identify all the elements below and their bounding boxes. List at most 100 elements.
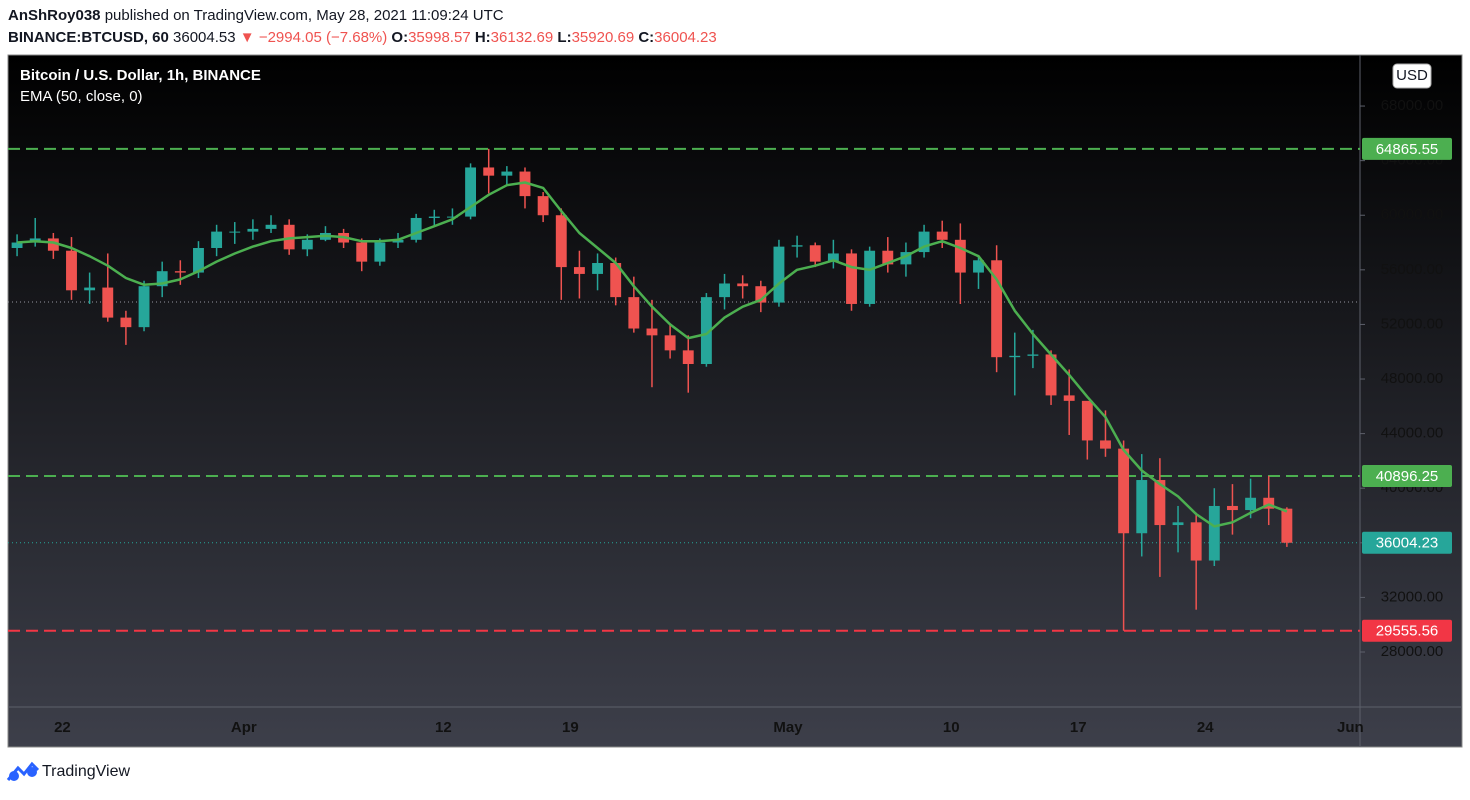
candle-body <box>301 239 313 250</box>
candle-body <box>1027 354 1039 356</box>
candle-body <box>1136 480 1148 534</box>
candle-body <box>791 245 803 247</box>
candle-body <box>283 224 295 250</box>
candle-body <box>501 171 513 176</box>
price-badge-label: 29555.56 <box>1376 623 1439 640</box>
candle-body <box>47 238 59 251</box>
candle-body <box>1245 497 1257 511</box>
candle-body <box>610 263 622 298</box>
x-tick-label: 22 <box>54 719 71 736</box>
candle-body <box>1263 497 1275 509</box>
candle-body <box>918 231 930 253</box>
candle-body <box>573 267 585 274</box>
candle-body <box>827 253 839 262</box>
y-tick-label: 48000.00 <box>1381 370 1444 387</box>
candle-body <box>211 231 223 248</box>
published: published on TradingView.com, May 28, 20… <box>105 7 504 24</box>
x-tick-label: May <box>773 719 803 736</box>
y-tick-label: 32000.00 <box>1381 588 1444 605</box>
y-tick-label: 60000.00 <box>1381 206 1444 223</box>
candle-body <box>773 246 785 303</box>
x-tick-label: 24 <box>1197 719 1214 736</box>
author: AnShRoy038 <box>8 7 101 24</box>
y-tick-label: 52000.00 <box>1381 315 1444 332</box>
candle-body <box>465 167 477 217</box>
candle-body <box>410 217 422 240</box>
y-tick-label: 28000.00 <box>1381 643 1444 660</box>
tradingview-logo <box>6 761 40 781</box>
x-tick-label: 12 <box>435 719 452 736</box>
candle-body <box>846 253 857 304</box>
x-tick-label: 10 <box>943 719 960 736</box>
candle-body <box>954 239 966 273</box>
price-badge-label: 36004.23 <box>1376 535 1439 552</box>
low-value: 35920.69 <box>572 29 635 46</box>
symbol: BINANCE:BTCUSD, 60 <box>8 29 169 46</box>
candle-body <box>592 263 603 274</box>
candle-body <box>537 196 549 216</box>
y-tick-label: 56000.00 <box>1381 261 1444 278</box>
candle-body <box>882 250 894 265</box>
candle-body <box>193 247 204 273</box>
candle-body <box>66 250 77 291</box>
change: −2994.05 (−7.68%) <box>259 29 387 46</box>
price-badge-label: 40896.25 <box>1376 468 1439 485</box>
candle-body <box>1009 355 1021 358</box>
candle-body <box>646 328 658 336</box>
change-arrow: ▼ <box>240 29 255 46</box>
close-label: C: <box>638 29 654 46</box>
candle-body <box>1227 505 1238 511</box>
candle-body <box>483 167 495 176</box>
candle-body <box>1154 480 1166 526</box>
candle-body <box>936 231 948 240</box>
ema-line <box>17 181 1288 528</box>
candle-body <box>374 242 386 262</box>
candle-body <box>809 245 821 262</box>
high-label: H: <box>475 29 491 46</box>
candle-body <box>11 242 23 248</box>
price-badge-label: 64865.55 <box>1376 141 1439 158</box>
last-price: 36004.53 <box>173 29 236 46</box>
candle-body <box>1190 522 1202 561</box>
candle-body <box>1081 400 1093 441</box>
chart-title: Bitcoin / U.S. Dollar, 1h, BINANCE <box>20 67 261 84</box>
candle-body <box>1100 440 1111 449</box>
candle-body <box>973 260 984 273</box>
x-tick-label: Jun <box>1337 719 1364 736</box>
candle-body <box>555 215 567 268</box>
candle-body <box>1208 505 1220 561</box>
candle-body <box>174 271 186 273</box>
candle-body <box>864 250 876 304</box>
currency-label[interactable]: USD <box>1396 67 1428 84</box>
candle-body <box>446 216 458 218</box>
price-badge <box>1362 531 1452 554</box>
price-badge <box>1362 619 1452 642</box>
x-tick-label: 19 <box>562 719 579 736</box>
plot <box>8 147 1360 632</box>
price-badge <box>1362 137 1452 160</box>
candle-body <box>102 287 114 318</box>
candle-body <box>156 271 168 287</box>
candle-body <box>265 224 277 229</box>
chart-frame <box>7 54 1463 748</box>
high-value: 36132.69 <box>491 29 554 46</box>
candle-body <box>1118 448 1130 534</box>
y-tick-label: 44000.00 <box>1381 425 1444 442</box>
candle-body <box>229 231 241 233</box>
candle-body <box>120 317 132 328</box>
candle-body <box>682 350 694 365</box>
candle-body <box>84 287 96 291</box>
low-label: L: <box>557 29 571 46</box>
candle-body <box>737 283 749 287</box>
x-tick-label: 17 <box>1070 719 1087 736</box>
candle-body <box>247 228 259 232</box>
candle-body <box>356 242 368 262</box>
currency-badge[interactable] <box>1392 63 1432 89</box>
candle-body <box>700 297 712 365</box>
candle-body <box>138 286 150 328</box>
header-line-2: BINANCE:BTCUSD, 60 36004.53 ▼ −2994.05 (… <box>8 29 717 46</box>
candle-body <box>1281 508 1293 543</box>
close-value: 36004.23 <box>654 29 717 46</box>
candle-body <box>628 297 640 329</box>
candle-body <box>392 239 404 243</box>
